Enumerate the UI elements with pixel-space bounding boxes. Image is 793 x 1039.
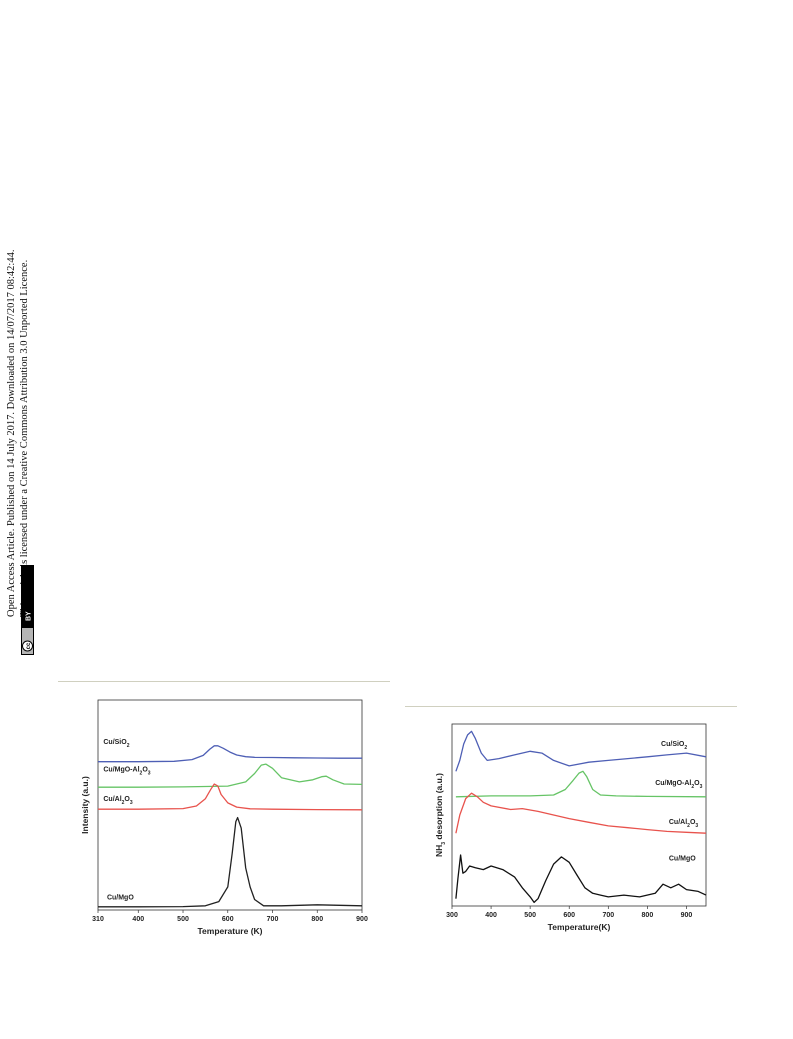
series-label-2-part: O bbox=[690, 819, 696, 826]
license-sidebar: Open Access Article. Published on 14 Jul… bbox=[0, 0, 40, 660]
series-label-2-part: 3 bbox=[130, 800, 133, 806]
x-tick-label: 500 bbox=[524, 912, 536, 919]
x-tick-label: 600 bbox=[563, 912, 575, 919]
series-label-0: Cu/SiO2 bbox=[103, 739, 129, 749]
series-label-2-part: Cu/Al bbox=[669, 819, 687, 826]
x-tick-label: 400 bbox=[132, 916, 144, 923]
series-label-0-part: Cu/SiO bbox=[103, 739, 127, 746]
divider-left bbox=[58, 681, 390, 682]
series-line-0 bbox=[98, 745, 362, 763]
series-label-1: Cu/MgO-Al2O3 bbox=[103, 766, 150, 776]
series-label-3-part: Cu/MgO bbox=[107, 895, 134, 902]
license-sidebar-svg: Open Access Article. Published on 14 Jul… bbox=[6, 250, 34, 655]
x-tick-label: 400 bbox=[485, 912, 497, 919]
series-label-2-part: 3 bbox=[695, 823, 698, 829]
series-label-0-part: 2 bbox=[684, 745, 687, 751]
series-label-1-part: O bbox=[694, 780, 700, 787]
series-label-2-part: 2 bbox=[122, 800, 125, 806]
series-line-2 bbox=[455, 792, 707, 834]
series-line-1 bbox=[455, 770, 707, 798]
license-line-1: Open Access Article. Published on 14 Jul… bbox=[6, 250, 17, 617]
series-label-1-part: 3 bbox=[148, 770, 151, 776]
chart-nh3-desorption: 300 400 500 600 700 800 900 Temperature(K) NH3 d… bbox=[428, 718, 718, 958]
series-label-1-part: 2 bbox=[140, 770, 143, 776]
series-line-0 bbox=[455, 730, 707, 772]
series-label-2-part: Cu/Al bbox=[103, 796, 121, 803]
series-label-2: Cu/Al2O3 bbox=[103, 796, 133, 806]
by-badge-text: BY bbox=[26, 611, 33, 621]
series-label-2: Cu/Al2O3 bbox=[669, 819, 699, 829]
x-tick-label: 300 bbox=[446, 912, 458, 919]
series-label-1-part: Cu/MgO-Al bbox=[103, 766, 139, 773]
chart-intensity-svg: 310 400 500 600 700 800 900 Temperature (K) Inte… bbox=[80, 699, 368, 936]
x-tick-label: 800 bbox=[642, 912, 654, 919]
y-axis-title-part: Intensity (a.u.) bbox=[80, 776, 90, 834]
plot-frame bbox=[97, 699, 363, 911]
series-label-1-part: O bbox=[142, 766, 148, 773]
y-axis-title-part: desorption (a.u.) bbox=[434, 773, 444, 842]
series-label-3: Cu/MgO bbox=[107, 895, 134, 902]
x-axis-title: Temperature(K) bbox=[548, 922, 611, 932]
x-tick-label: 700 bbox=[267, 916, 279, 923]
plot-frame bbox=[451, 723, 707, 907]
series-label-0: Cu/SiO2 bbox=[661, 741, 687, 751]
series-label-1-part: Cu/MgO-Al bbox=[655, 780, 691, 787]
series-label-0-part: 2 bbox=[127, 743, 130, 749]
x-tick-label: 900 bbox=[356, 916, 368, 923]
x-tick-label: 700 bbox=[602, 912, 614, 919]
series-label-3-part: Cu/MgO bbox=[669, 856, 696, 863]
series-label-1-part: 3 bbox=[700, 784, 703, 790]
chart-intensity: 310 400 500 600 700 800 900 Temperature (K) Inte… bbox=[72, 694, 372, 964]
y-axis-title-part: 3 bbox=[441, 842, 447, 845]
x-tick-label: 310 bbox=[92, 916, 104, 923]
series-line-3 bbox=[455, 854, 707, 904]
x-tick-label: 800 bbox=[311, 916, 323, 923]
series-label-0-part: Cu/SiO bbox=[661, 741, 685, 748]
y-axis-title: Intensity (a.u.) bbox=[80, 776, 90, 834]
cc-by-badge: cc BY bbox=[21, 565, 34, 655]
cc-badge-text: cc bbox=[26, 642, 32, 649]
series-label-1: Cu/MgO-Al2O3 bbox=[655, 780, 702, 790]
series-line-3 bbox=[98, 816, 363, 908]
series-label-3: Cu/MgO bbox=[669, 856, 696, 863]
x-tick-label: 900 bbox=[681, 912, 693, 919]
y-axis-title: NH3 desorption (a.u.) bbox=[434, 773, 447, 857]
license-line-2: This article is licensed under a Creativ… bbox=[19, 260, 30, 617]
x-tick-label: 500 bbox=[177, 916, 189, 923]
series-label-2-part: O bbox=[124, 796, 130, 803]
series-line-2 bbox=[98, 783, 363, 811]
series-label-1-part: 2 bbox=[691, 784, 694, 790]
x-tick-label: 600 bbox=[222, 916, 234, 923]
divider-right bbox=[405, 706, 737, 707]
series-label-2-part: 2 bbox=[687, 823, 690, 829]
y-axis-title-part: NH bbox=[434, 845, 444, 857]
x-axis-title: Temperature (K) bbox=[197, 926, 262, 936]
